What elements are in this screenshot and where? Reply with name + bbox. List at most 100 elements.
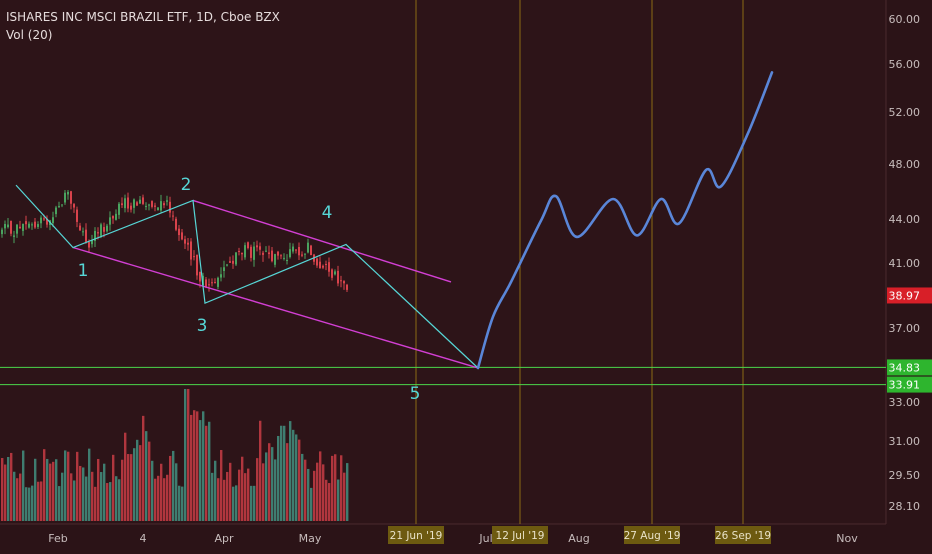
volume-bar (31, 485, 34, 521)
volume-bar (19, 473, 22, 521)
volume-bar (157, 475, 160, 521)
volume-bar (310, 487, 313, 521)
volume-bar (4, 464, 7, 521)
elliott-wave: 1 2 3 4 5 (15, 175, 479, 404)
candle-body (277, 251, 279, 256)
projection-path (476, 71, 774, 370)
volume-bar (13, 471, 16, 521)
date-marker-label: 12 Jul '19 (496, 530, 545, 542)
volume-bar (217, 478, 220, 521)
volume-bar (124, 432, 127, 521)
volume-bar (79, 465, 82, 521)
volume-bar (241, 456, 244, 521)
volume-bar (91, 471, 94, 521)
projection-line (476, 71, 774, 370)
candle-body (28, 223, 30, 228)
volume-bar (163, 478, 166, 521)
candle-body (7, 224, 9, 228)
volume-bar (307, 468, 310, 521)
volume-bar (121, 459, 124, 521)
candle-body (160, 201, 162, 211)
candle-body (31, 224, 33, 226)
volume-bar (7, 456, 10, 521)
volume-bar (271, 447, 274, 521)
volume-bar (34, 458, 37, 521)
candle-body (169, 201, 171, 213)
volume-bar (88, 448, 91, 521)
candle-body (211, 282, 213, 284)
volume-bars (1, 389, 349, 521)
time-tick-label: Jul (478, 532, 492, 545)
volume-bar (154, 478, 157, 521)
candle-body (193, 256, 195, 258)
candle-body (220, 274, 222, 278)
volume-bar (235, 485, 238, 521)
last-price-badge (887, 287, 932, 304)
volume-bar (133, 448, 136, 521)
volume-bar (346, 463, 349, 521)
volume-bar (208, 421, 211, 521)
candle-body (280, 255, 282, 257)
volume-bar (277, 435, 280, 521)
candle-body (121, 203, 123, 206)
volume-bar (37, 481, 40, 521)
support-level-badge (887, 359, 932, 376)
last-price-label: 38.97 (889, 289, 921, 302)
volume-bar (256, 458, 259, 521)
candle-body (190, 241, 192, 260)
candle-body (292, 246, 294, 252)
candle-body (337, 270, 339, 284)
candle-body (208, 284, 210, 286)
symbol-title[interactable]: ISHARES INC MSCI BRAZIL ETF, 1D, Cboe BZ… (6, 10, 280, 24)
candle-body (226, 264, 228, 266)
candle-body (52, 217, 54, 224)
plot-background (0, 0, 886, 524)
volume-bar (331, 455, 334, 521)
candle-body (298, 247, 300, 256)
candle-body (328, 262, 330, 272)
wave-label: 2 (181, 175, 192, 195)
candle-body (118, 203, 120, 215)
volume-bar (151, 460, 154, 521)
volume-bar (343, 472, 346, 521)
candle-body (103, 227, 105, 232)
volume-bar (61, 472, 64, 521)
volume-bar (58, 486, 61, 521)
candle-body (271, 250, 273, 262)
volume-bar (253, 485, 256, 521)
candle-body (109, 217, 111, 225)
candle-body (139, 199, 141, 204)
volume-bar (142, 415, 145, 521)
volume-bar (292, 429, 295, 521)
volume-bar (148, 441, 151, 521)
candle-body (82, 231, 84, 233)
wave-line (15, 184, 479, 369)
volume-bar (178, 485, 181, 521)
candle-body (247, 242, 249, 249)
candle-body (142, 197, 144, 204)
volume-bar (43, 449, 46, 521)
volume-bar (313, 470, 316, 521)
volume-bar (40, 481, 43, 521)
candle-body (232, 260, 234, 264)
candle-body (253, 246, 255, 260)
volume-bar (325, 479, 328, 521)
channel-lines (72, 199, 479, 369)
candle-body (55, 207, 57, 215)
candle-body (241, 252, 243, 255)
candle-body (331, 269, 333, 278)
candle-body (274, 254, 276, 265)
volume-bar (130, 454, 133, 521)
candle-body (196, 254, 198, 276)
volume-bar (301, 453, 304, 521)
candle-body (46, 218, 48, 225)
candle-body (100, 224, 102, 236)
volume-bar (115, 476, 118, 521)
volume-indicator-label[interactable]: Vol (20) (6, 28, 53, 42)
volume-bar (85, 476, 88, 521)
price-tick-label: 37.00 (889, 322, 921, 335)
volume-bar (169, 455, 172, 521)
volume-bar (25, 487, 28, 521)
